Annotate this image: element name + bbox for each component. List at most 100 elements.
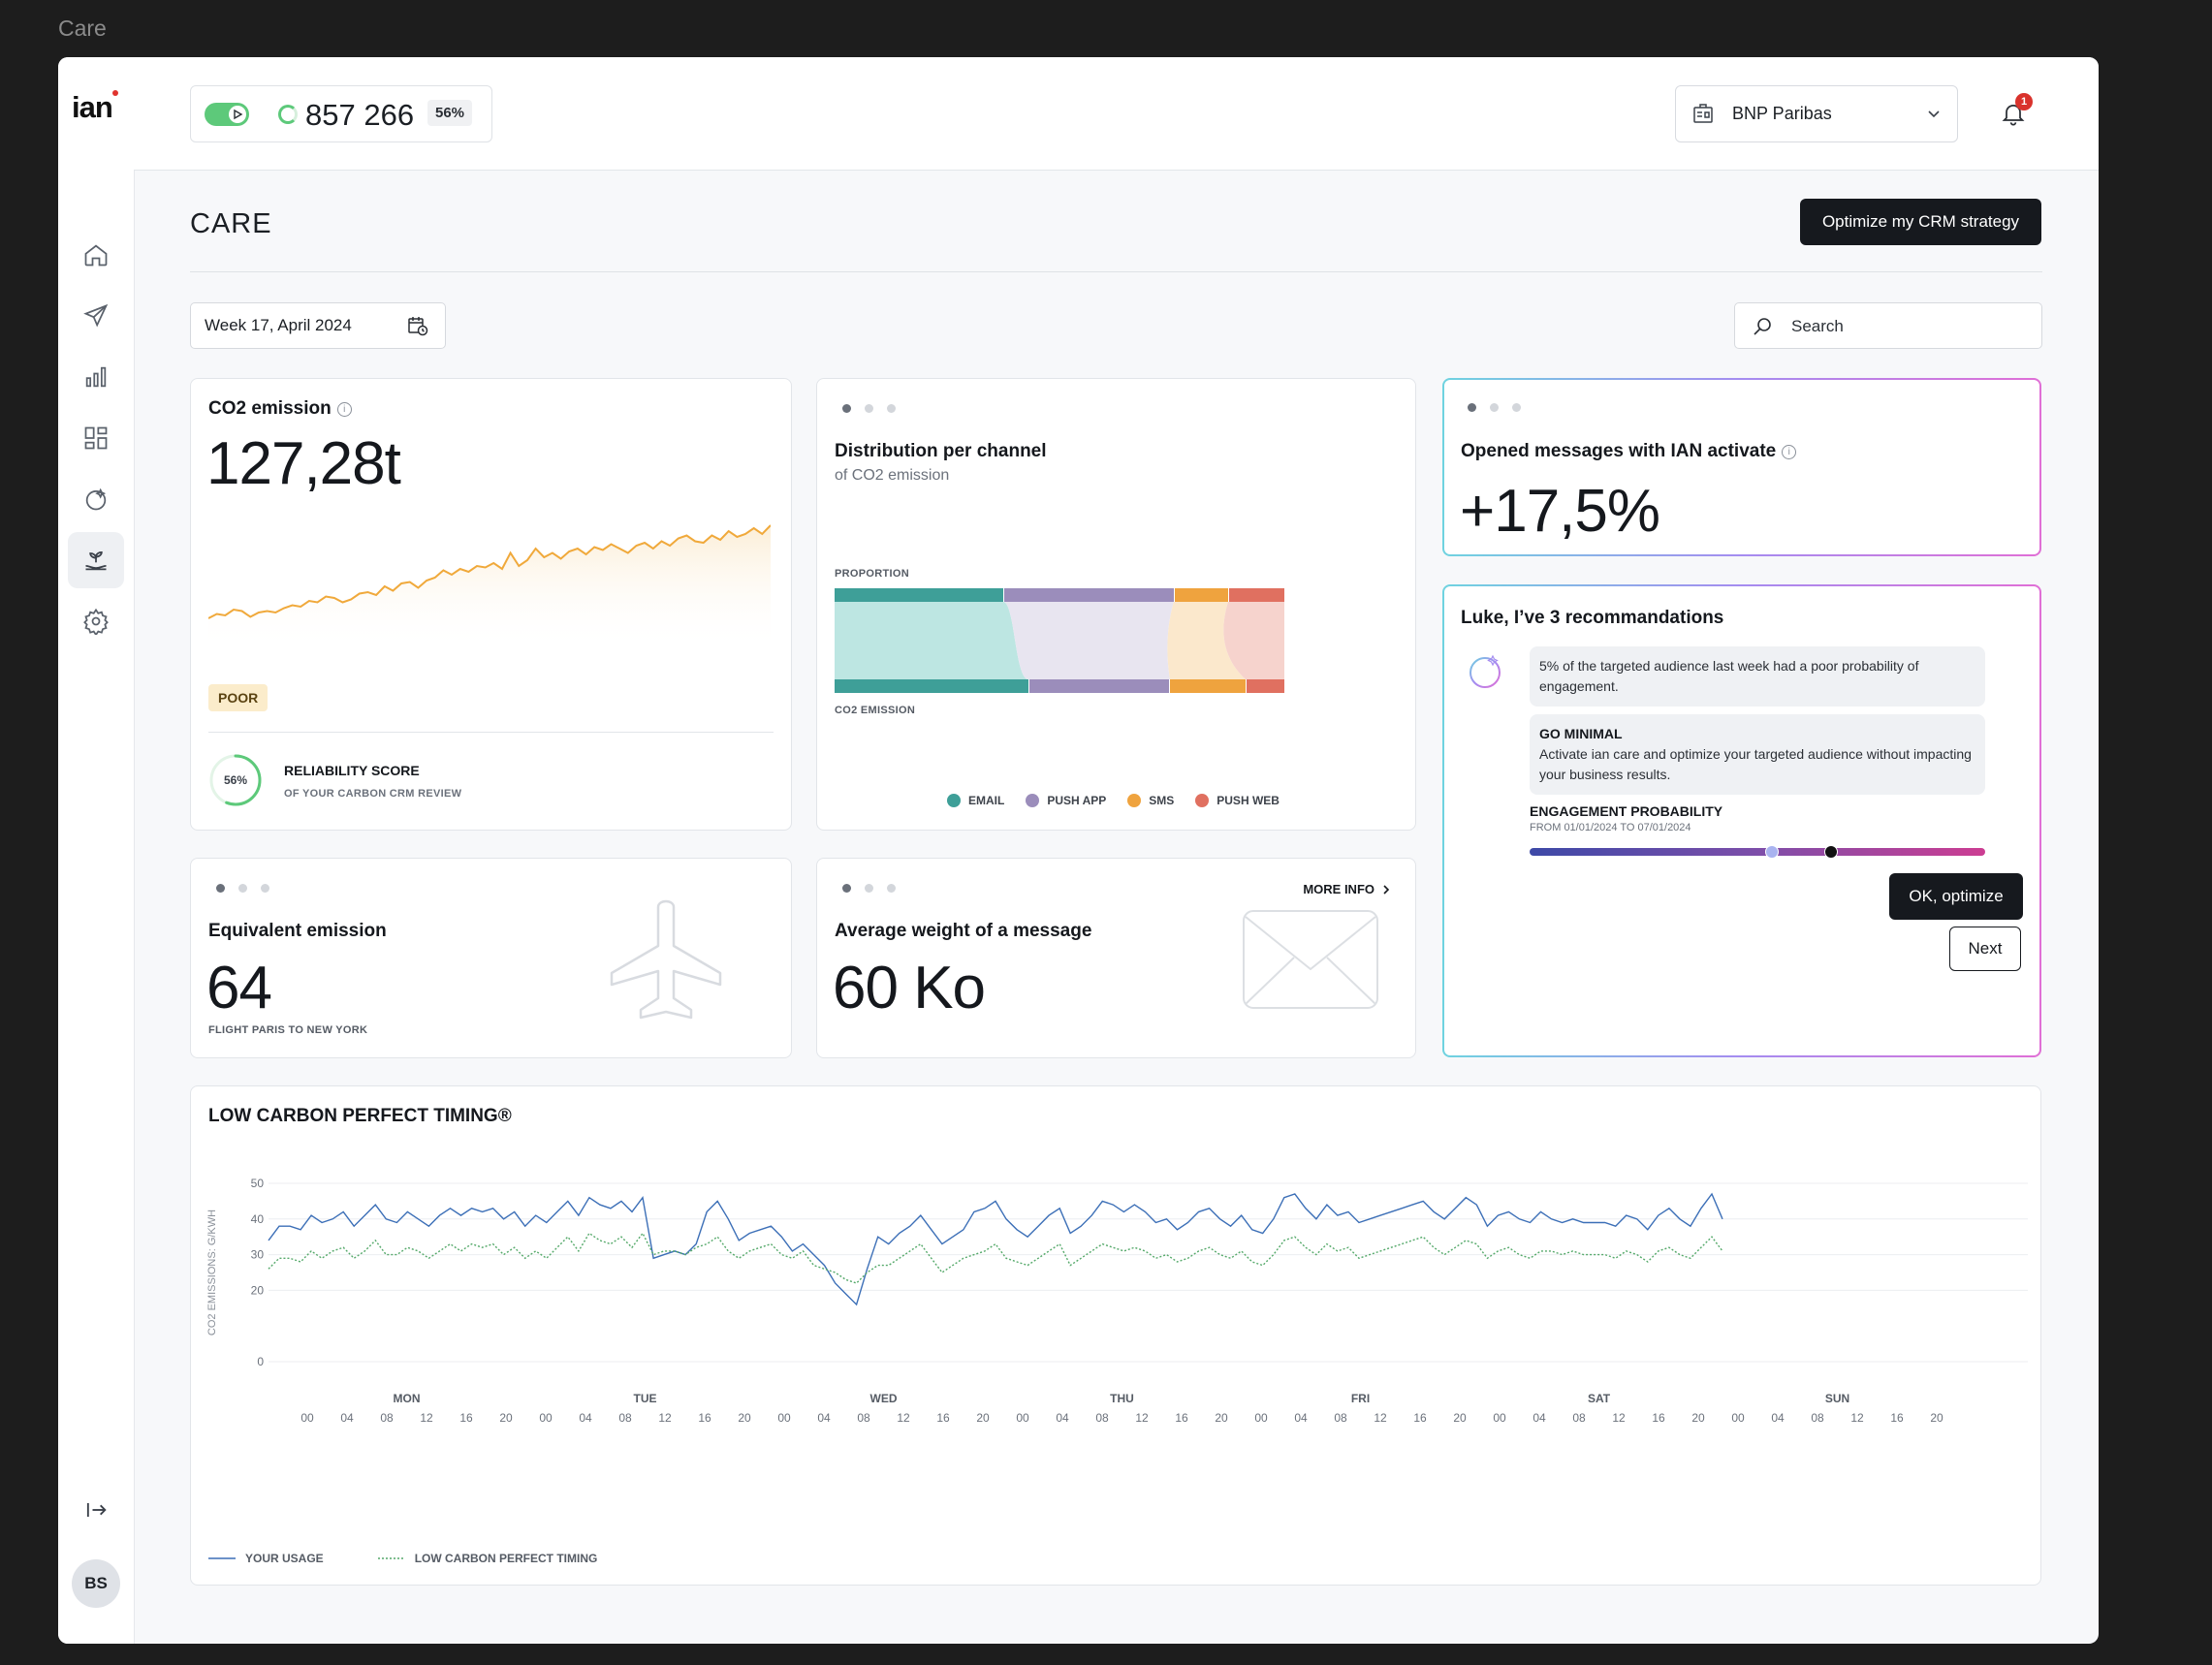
nav-ian-ai[interactable]	[68, 471, 124, 527]
date-range-picker[interactable]: Week 17, April 2024	[190, 302, 446, 349]
nav-analytics[interactable]	[68, 349, 124, 405]
ian-activate-toggle[interactable]	[205, 103, 249, 126]
notification-count-badge: 1	[2015, 93, 2033, 110]
x-hour-label: 04	[1056, 1411, 1069, 1425]
x-hour-label: 12	[897, 1411, 910, 1425]
x-day-label: SAT	[1588, 1392, 1611, 1405]
user-avatar[interactable]: BS	[72, 1559, 120, 1608]
audience-percent-badge: 56%	[427, 100, 473, 126]
nav-home[interactable]	[68, 227, 124, 283]
legend-sms: SMS	[1127, 794, 1174, 807]
x-hour-label: 20	[1215, 1411, 1228, 1425]
x-hour-label: 04	[579, 1411, 592, 1425]
info-icon[interactable]: i	[1782, 445, 1797, 459]
timing-chart-title: LOW CARBON PERFECT TIMING®	[208, 1106, 512, 1126]
ok-optimize-button[interactable]: OK, optimize	[1889, 873, 2023, 920]
calendar-clock-icon	[408, 317, 428, 336]
sidebar: ian BS	[58, 57, 135, 1644]
x-hour-label: 04	[1294, 1411, 1308, 1425]
y-tick-label: 40	[251, 1212, 265, 1226]
carousel-dots[interactable]	[842, 404, 896, 413]
audience-counter: 857 266 56%	[190, 85, 492, 142]
proportion-label: PROPORTION	[835, 568, 909, 580]
distribution-subtitle: of CO2 emission	[835, 467, 950, 484]
orb-icon	[85, 487, 107, 511]
search-input[interactable]	[1789, 313, 2026, 340]
y-tick-label: 0	[257, 1355, 264, 1368]
organization-select[interactable]: BNP Paribas	[1675, 85, 1958, 142]
x-hour-label: 16	[698, 1411, 711, 1425]
recommendations-card: Luke, I’ve 3 recommandations 5% of the t…	[1442, 584, 2041, 1057]
loading-spinner-icon	[278, 105, 298, 124]
opened-messages-card: Opened messages with IAN activate i +17,5…	[1442, 378, 2041, 556]
co2-value: 127,28t	[206, 430, 401, 497]
score-value: 56%	[224, 773, 247, 787]
x-hour-label: 00	[1016, 1411, 1029, 1425]
x-hour-label: 12	[1374, 1411, 1387, 1425]
x-day-label: FRI	[1351, 1392, 1370, 1405]
legend-push-web: PUSH WEB	[1195, 794, 1280, 807]
ian-assistant-icon	[1469, 654, 1501, 688]
probability-marker-target[interactable]	[1824, 845, 1839, 859]
nav-settings[interactable]	[68, 593, 124, 649]
tip-text: Activate ian care and optimize your targ…	[1539, 746, 1972, 782]
probability-marker-current[interactable]	[1765, 845, 1780, 859]
search-icon	[1754, 318, 1771, 335]
timing-legend: YOUR USAGE LOW CARBON PERFECT TIMING	[208, 1552, 597, 1565]
email-emission-bar	[835, 679, 1028, 693]
opened-messages-title-text: Opened messages with IAN activate	[1461, 441, 1777, 461]
legend-push-web-label: PUSH WEB	[1217, 794, 1280, 807]
collapse-sidebar-button[interactable]	[68, 1482, 124, 1538]
push-web-proportion-bar	[1229, 588, 1284, 602]
x-hour-label: 16	[1175, 1411, 1188, 1425]
x-day-label: TUE	[634, 1392, 657, 1405]
email-proportion-bar	[835, 588, 1003, 602]
sms-proportion-bar	[1175, 588, 1228, 602]
x-hour-label: 20	[1691, 1411, 1705, 1425]
search-box[interactable]	[1734, 302, 2042, 349]
co2-card-title: CO2 emission i	[208, 398, 352, 420]
channel-sankey-chart	[835, 588, 1284, 693]
legend-push-app: PUSH APP	[1026, 794, 1106, 807]
x-hour-label: 12	[1612, 1411, 1626, 1425]
co2-emission-axis-label: CO2 EMISSION	[835, 705, 916, 716]
carousel-dots[interactable]	[842, 884, 896, 893]
co2-trend-line	[208, 524, 771, 619]
nav-campaigns[interactable]	[68, 288, 124, 344]
distribution-title: Distribution per channel	[835, 441, 1047, 461]
y-tick-label: 20	[251, 1283, 265, 1297]
carousel-dots[interactable]	[1468, 403, 1521, 412]
audience-count: 857 266	[305, 98, 415, 132]
app-window: ian BS	[58, 57, 2099, 1644]
opened-messages-value: +17,5%	[1460, 478, 1660, 545]
equivalent-emission-caption: FLIGHT PARIS TO NEW YORK	[208, 1024, 368, 1036]
building-badge-icon	[1693, 104, 1713, 123]
optimize-crm-strategy-button[interactable]: Optimize my CRM strategy	[1800, 199, 2041, 245]
carousel-dots[interactable]	[216, 884, 269, 893]
nav-care[interactable]	[68, 532, 124, 588]
average-weight-card: MORE INFO Average weight of a message 60…	[816, 858, 1416, 1058]
push-app-flow	[1003, 602, 1174, 679]
x-hour-label: 00	[300, 1411, 314, 1425]
x-day-label: MON	[394, 1392, 421, 1405]
nav-dashboards[interactable]	[68, 410, 124, 466]
x-hour-label: 20	[499, 1411, 513, 1425]
your-usage-series-line	[268, 1192, 1723, 1306]
info-icon[interactable]: i	[336, 402, 352, 417]
more-info-link[interactable]: MORE INFO	[1303, 882, 1392, 896]
x-hour-label: 16	[1890, 1411, 1904, 1425]
x-hour-label: 04	[1771, 1411, 1785, 1425]
play-icon	[234, 109, 243, 120]
tip-title: GO MINIMAL	[1539, 726, 1623, 741]
x-hour-label: 08	[380, 1411, 394, 1425]
ian-logo[interactable]: ian	[72, 90, 120, 125]
card-divider	[208, 732, 774, 733]
push-web-emission-bar	[1247, 679, 1284, 693]
header-divider	[190, 271, 2042, 272]
x-hour-label: 04	[817, 1411, 831, 1425]
opened-messages-title: Opened messages with IAN activate i	[1461, 441, 1797, 462]
x-hour-label: 08	[1095, 1411, 1109, 1425]
next-button[interactable]: Next	[1949, 927, 2021, 971]
email-flow	[835, 602, 1028, 679]
grid-icon	[84, 426, 108, 450]
